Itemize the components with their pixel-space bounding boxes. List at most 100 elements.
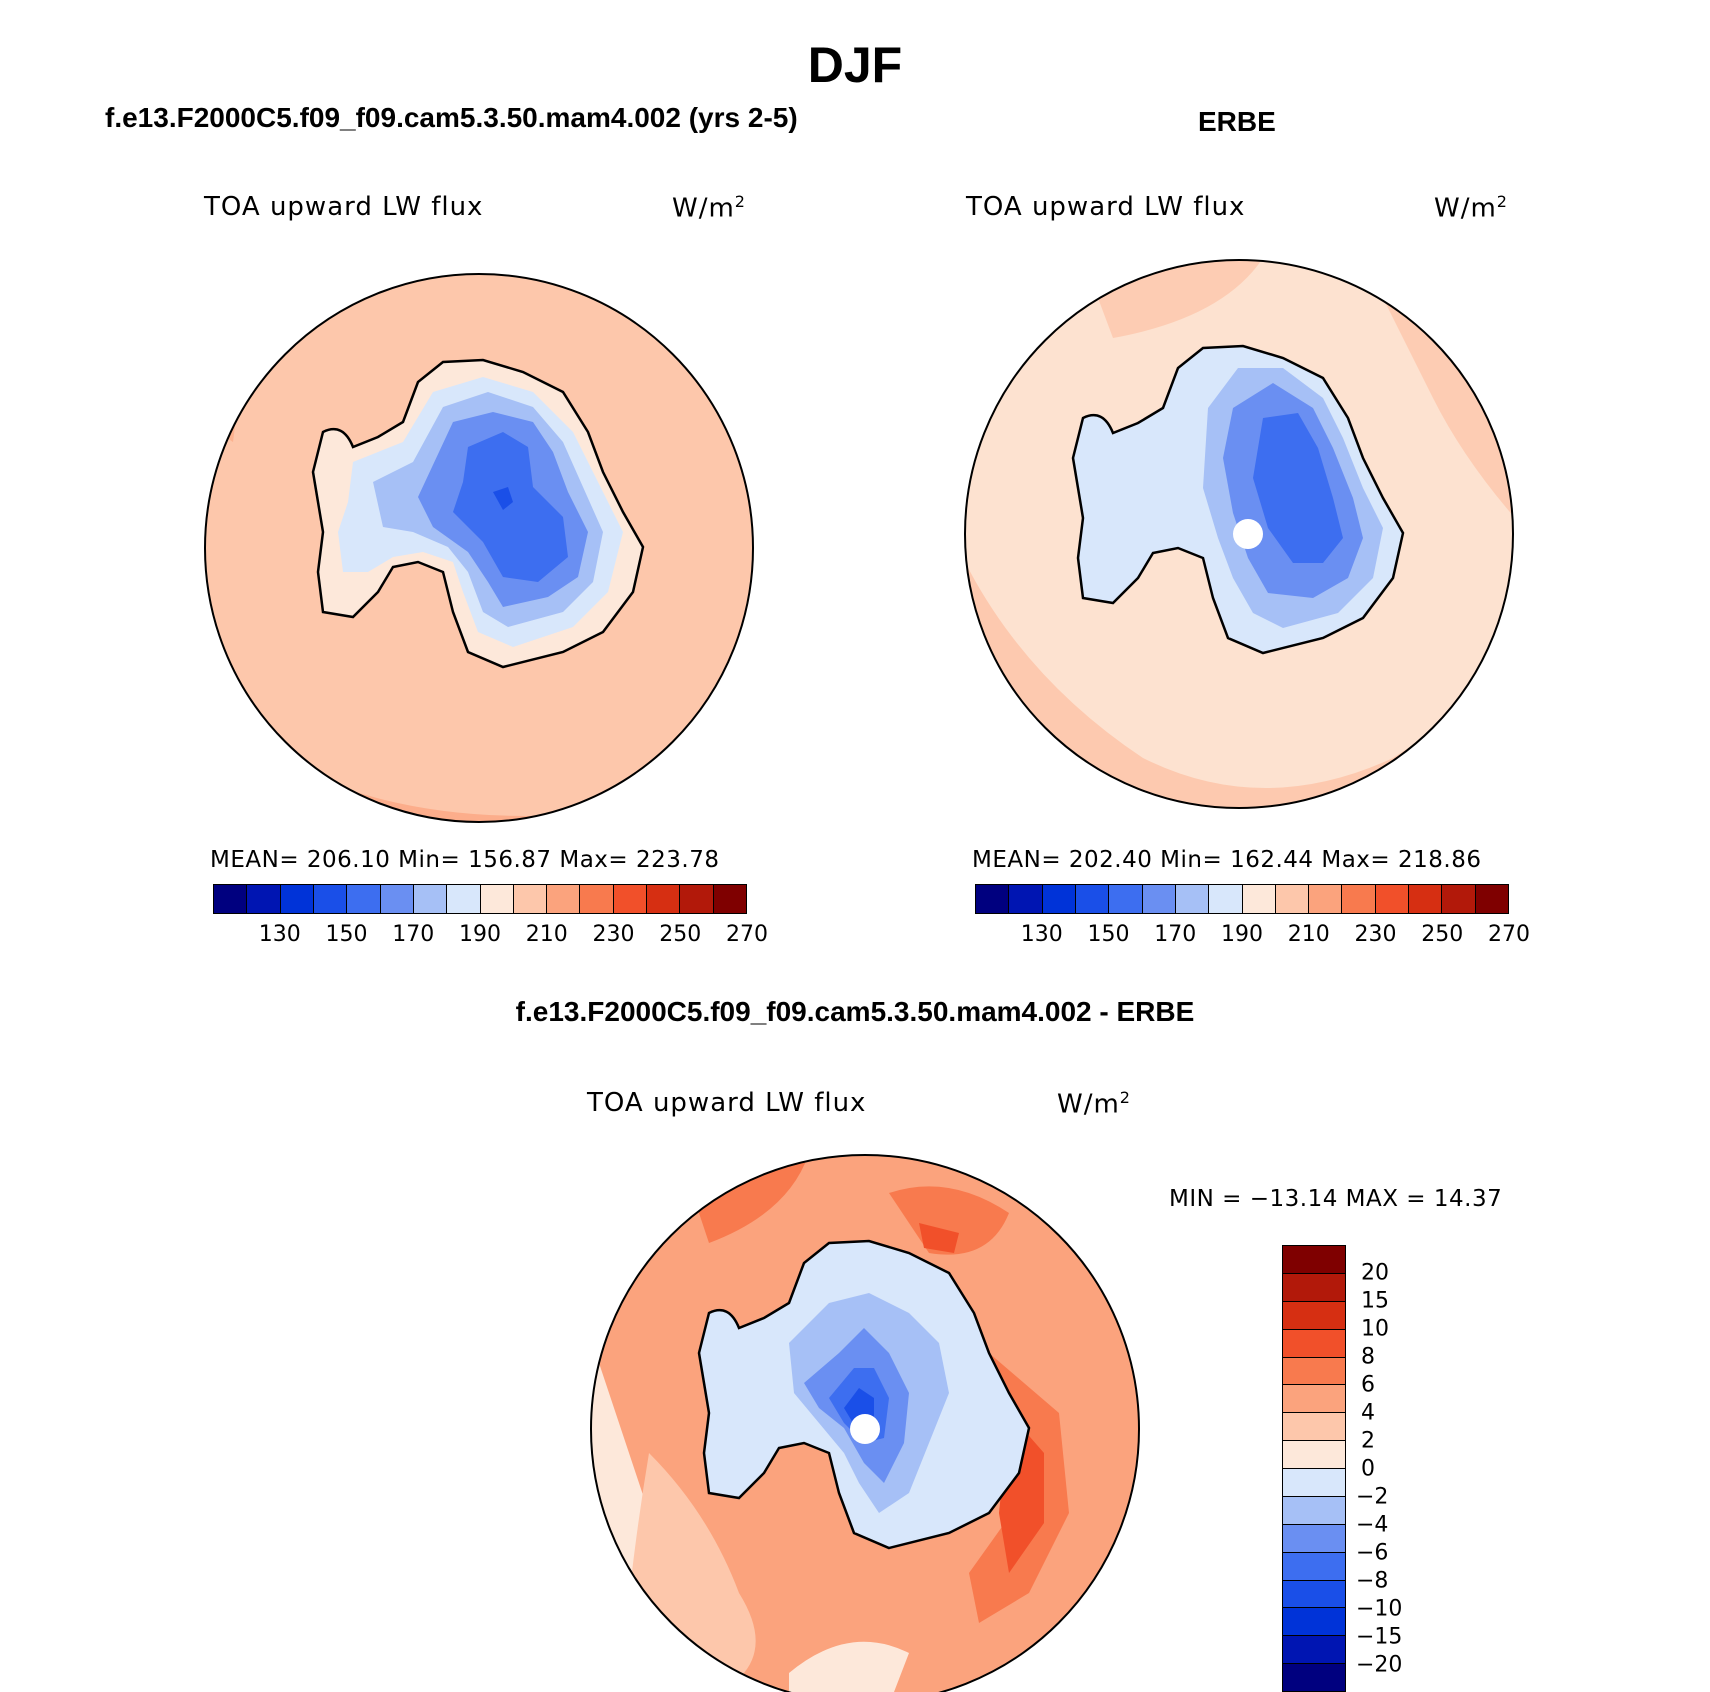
cb-label: 150: [325, 922, 368, 947]
cb-cell: [247, 885, 281, 913]
cb-cell: [1009, 885, 1043, 913]
cb-label: 8: [1361, 1344, 1375, 1370]
panel-model-colorbar: [213, 884, 747, 914]
cb-cell: [1283, 1524, 1345, 1553]
panel-obs-variable: TOA upward LW flux: [966, 192, 1246, 222]
cb-label: 250: [659, 922, 702, 947]
cb-cell: [1283, 1273, 1345, 1302]
diff-polar-map: [590, 1154, 1140, 1692]
cb-cell: [447, 885, 481, 913]
cb-cell: [547, 885, 581, 913]
cb-cell: [1283, 1413, 1345, 1442]
cb-cell: [1283, 1608, 1345, 1637]
panel-obs-colorbar-labels: 130 150 170 190 210 230 250 270: [975, 922, 1530, 952]
cb-cell: [1283, 1301, 1345, 1330]
cb-cell: [1442, 885, 1476, 913]
cb-cell: [1283, 1580, 1345, 1609]
cb-label: 250: [1421, 922, 1464, 947]
panel-obs-stats: MEAN= 202.40 Min= 162.44 Max= 218.86: [972, 847, 1482, 873]
cb-label: 170: [392, 922, 435, 947]
panel-diff-variable: TOA upward LW flux: [587, 1088, 867, 1118]
panel-diff-colorbar: [1282, 1245, 1346, 1692]
cb-label: 0: [1361, 1456, 1375, 1482]
cb-cell: [1075, 885, 1110, 913]
cb-label: −8: [1356, 1568, 1389, 1594]
cb-cell: [1283, 1385, 1345, 1414]
panel-diff-stats: MIN = −13.14 MAX = 14.37: [1169, 1186, 1503, 1212]
pole-hole: [850, 1414, 880, 1444]
panel-model-stats: MEAN= 206.10 Min= 156.87 Max= 223.78: [210, 847, 720, 873]
cb-label: 150: [1087, 922, 1130, 947]
cb-cell: [1242, 885, 1276, 913]
cb-label: 10: [1361, 1316, 1389, 1342]
obs-polar-map: [964, 259, 1514, 809]
cb-cell: [1275, 885, 1310, 913]
cb-cell: [1283, 1496, 1345, 1525]
panel-model-variable: TOA upward LW flux: [204, 192, 484, 222]
cb-cell: [513, 885, 548, 913]
cb-cell: [1309, 885, 1343, 913]
cb-label: 270: [1488, 922, 1530, 947]
cb-cell: [680, 885, 714, 913]
cb-cell: [1283, 1329, 1345, 1358]
panel-model-colorbar-labels: 130 150 170 190 210 230 250 270: [213, 922, 768, 952]
cb-cell: [1409, 885, 1443, 913]
cb-label: 15: [1361, 1288, 1389, 1314]
panel-obs-units: W/m2: [1434, 192, 1508, 224]
panel-model-units: W/m2: [672, 192, 746, 224]
cb-label: 210: [1287, 922, 1330, 947]
cb-label: 270: [726, 922, 768, 947]
cb-cell: [1342, 885, 1376, 913]
cb-cell: [580, 885, 614, 913]
cb-cell: [1209, 885, 1243, 913]
cb-label: 6: [1361, 1372, 1375, 1398]
panel-diff-units: W/m2: [1057, 1088, 1131, 1120]
cb-cell: [1283, 1469, 1345, 1497]
cb-cell: [214, 885, 248, 913]
panel-model-title: f.e13.F2000C5.f09_f09.cam5.3.50.mam4.002…: [105, 102, 798, 133]
cb-cell: [647, 885, 681, 913]
cb-label: −2: [1356, 1484, 1389, 1510]
cb-cell: [1175, 885, 1210, 913]
cb-cell: [1283, 1636, 1345, 1665]
cb-cell: [1283, 1441, 1345, 1469]
cb-label: 170: [1154, 922, 1197, 947]
cb-label: −10: [1356, 1596, 1403, 1622]
cb-label: −6: [1356, 1540, 1389, 1566]
cb-cell: [1283, 1552, 1345, 1581]
cb-label: 230: [592, 922, 635, 947]
cb-cell: [1475, 885, 1508, 913]
cb-cell: [1283, 1246, 1345, 1274]
cb-cell: [413, 885, 448, 913]
cb-label: −15: [1356, 1624, 1403, 1650]
cb-cell: [976, 885, 1010, 913]
cb-cell: [347, 885, 381, 913]
cb-label: 230: [1354, 922, 1397, 947]
cb-label: 20: [1361, 1260, 1389, 1286]
cb-cell: [1283, 1357, 1345, 1386]
cb-cell: [1283, 1664, 1345, 1691]
model-polar-map: [204, 273, 754, 823]
main-title: DJF: [807, 37, 903, 93]
cb-cell: [313, 885, 348, 913]
cb-cell: [1042, 885, 1076, 913]
cb-label: 4: [1361, 1400, 1375, 1426]
cb-label: −4: [1356, 1512, 1389, 1538]
panel-diff-title: f.e13.F2000C5.f09_f09.cam5.3.50.mam4.002…: [515, 996, 1195, 1027]
cb-label: 210: [525, 922, 568, 947]
cb-cell: [380, 885, 414, 913]
cb-label: 190: [459, 922, 501, 947]
panel-obs-title: ERBE: [1198, 106, 1276, 137]
cb-cell: [1142, 885, 1176, 913]
cb-cell: [1109, 885, 1143, 913]
cb-label: −20: [1356, 1652, 1403, 1678]
panel-obs-colorbar: [975, 884, 1509, 914]
cb-label: 130: [258, 922, 301, 947]
cb-cell: [1375, 885, 1410, 913]
cb-label: 130: [1020, 922, 1063, 947]
cb-label: 2: [1361, 1428, 1375, 1454]
cb-cell: [280, 885, 314, 913]
pole-hole: [1233, 519, 1263, 549]
cb-cell: [713, 885, 746, 913]
cb-cell: [480, 885, 514, 913]
